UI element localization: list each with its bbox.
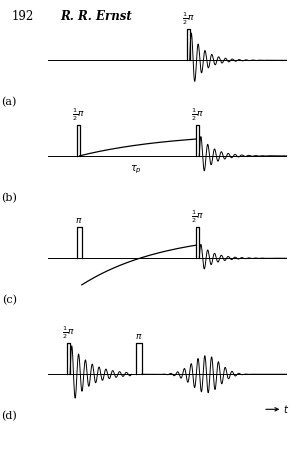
Text: $\pi$: $\pi$ — [135, 332, 143, 341]
Text: (c): (c) — [2, 295, 17, 305]
Text: $t$: $t$ — [283, 403, 289, 415]
Text: $\tau_p$: $\tau_p$ — [130, 164, 142, 176]
Text: $\pi$: $\pi$ — [75, 216, 83, 225]
Text: $\frac{1}{2}\pi$: $\frac{1}{2}\pi$ — [62, 324, 75, 341]
Text: $\frac{1}{2}\pi$: $\frac{1}{2}\pi$ — [182, 10, 194, 27]
Text: (a): (a) — [1, 97, 17, 107]
Text: (d): (d) — [1, 411, 17, 421]
Text: R. R. Ernst: R. R. Ernst — [60, 10, 132, 23]
Text: $\frac{1}{2}\pi$: $\frac{1}{2}\pi$ — [191, 106, 204, 123]
Text: (b): (b) — [1, 193, 17, 203]
Text: $\frac{1}{2}\pi$: $\frac{1}{2}\pi$ — [72, 106, 84, 123]
Text: 192: 192 — [12, 10, 34, 23]
Text: $\frac{1}{2}\pi$: $\frac{1}{2}\pi$ — [191, 208, 204, 225]
